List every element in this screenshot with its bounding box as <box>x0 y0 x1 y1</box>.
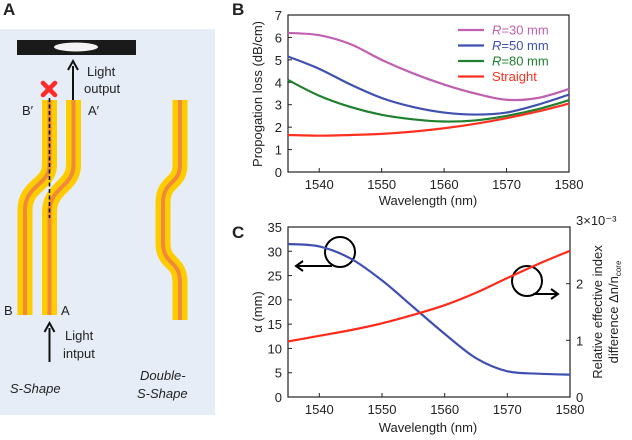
y-tick-label: 1 <box>275 143 282 158</box>
y2-axis-label-line2: difference Δn/ncore <box>606 260 623 363</box>
s-shape-caption: S-Shape <box>10 381 61 396</box>
x-tick-label: 1550 <box>368 402 397 417</box>
y-tick-label: 5 <box>275 53 282 68</box>
y-tick-label: 6 <box>275 30 282 45</box>
y-tick-label: 2 <box>275 120 282 135</box>
double-s-shape-caption: S-Shape <box>137 386 188 401</box>
y-tick-label: 15 <box>268 317 282 332</box>
panel-letter-a: A <box>3 0 15 19</box>
arrow-right-icon <box>533 288 560 300</box>
port-a-label: A <box>61 303 70 318</box>
y2-tick-label: 0 <box>576 390 583 405</box>
y2-tick-label: 3×10⁻³ <box>576 213 617 228</box>
y-tick-label: 0 <box>275 165 282 180</box>
port-b-prime-label: B′ <box>22 103 34 118</box>
y-tick-label: 25 <box>268 269 282 284</box>
series-line-0 <box>287 31 570 102</box>
y2-tick-label: 2 <box>576 277 583 292</box>
panel-letter-c: C <box>232 223 244 242</box>
y-tick-label: 20 <box>268 293 282 308</box>
double-s-waveguide-core <box>161 100 182 320</box>
x-tick-label: 1560 <box>430 177 459 192</box>
legend-label: R=50 mm <box>492 38 549 53</box>
x-tick-label: 1540 <box>305 177 334 192</box>
light-output-label: output <box>84 81 121 96</box>
chart-b: B Wavelength (nm) Propogation loss (dB/c… <box>232 0 583 208</box>
y-tick-label: 30 <box>268 244 282 259</box>
output-light-spot <box>54 42 98 52</box>
legend-label: R=80 mm <box>492 54 549 69</box>
x-tick-label: 1570 <box>493 402 522 417</box>
y-tick-label: 0 <box>275 390 282 405</box>
x-axis-label: Wavelength (nm) <box>379 193 478 208</box>
light-input-label: intput <box>63 346 95 361</box>
plot-frame <box>287 14 570 173</box>
blocked-x-icon <box>40 80 58 98</box>
y-axis-label: α (mm) <box>250 291 265 332</box>
right-axis-annotation <box>511 265 560 300</box>
arrow-left-icon <box>294 260 332 272</box>
y-tick-label: 3 <box>275 98 282 113</box>
y-axis-label: Propogation loss (dB/cm) <box>250 21 265 167</box>
x-axis-label: Wavelength (nm) <box>379 420 478 435</box>
y-tick-label: 7 <box>275 8 282 23</box>
x-tick-label: 1540 <box>305 402 334 417</box>
double-s-shape-caption: Double- <box>140 368 186 383</box>
light-input-label: Light <box>65 328 94 343</box>
series-line-1 <box>287 249 571 343</box>
y-tick-label: 35 <box>268 220 282 235</box>
y-tick-label: 4 <box>275 75 282 90</box>
x-tick-label: 1560 <box>430 402 459 417</box>
legend-label: R=30 mm <box>492 23 549 38</box>
schematic-background <box>0 29 215 415</box>
legend-label: Straight <box>492 69 537 84</box>
chart-c: C Wavelength (nm) α (mm) Relative effect… <box>232 213 623 435</box>
panel-letter-b: B <box>232 0 244 19</box>
y-tick-label: 5 <box>275 366 282 381</box>
port-a-prime-label: A′ <box>88 103 100 118</box>
x-tick-label: 1570 <box>492 177 521 192</box>
x-tick-label: 1580 <box>555 177 584 192</box>
y-tick-label: 10 <box>268 341 282 356</box>
series-line-3 <box>287 102 570 137</box>
x-tick-label: 1580 <box>556 402 585 417</box>
x-tick-label: 1550 <box>367 177 396 192</box>
series-line-2 <box>287 79 570 123</box>
panel-a: A Light output B′ A′ B A Light intput <box>0 0 215 415</box>
left-axis-annotation <box>294 236 356 272</box>
port-b-label: B <box>4 303 13 318</box>
plot-frame <box>287 226 571 398</box>
series-line-0 <box>287 242 571 376</box>
series-line-1 <box>287 55 570 116</box>
light-output-label: Light <box>87 64 116 79</box>
y2-tick-label: 1 <box>576 333 583 348</box>
y2-axis-label-line1: Relative effective index <box>590 245 605 379</box>
